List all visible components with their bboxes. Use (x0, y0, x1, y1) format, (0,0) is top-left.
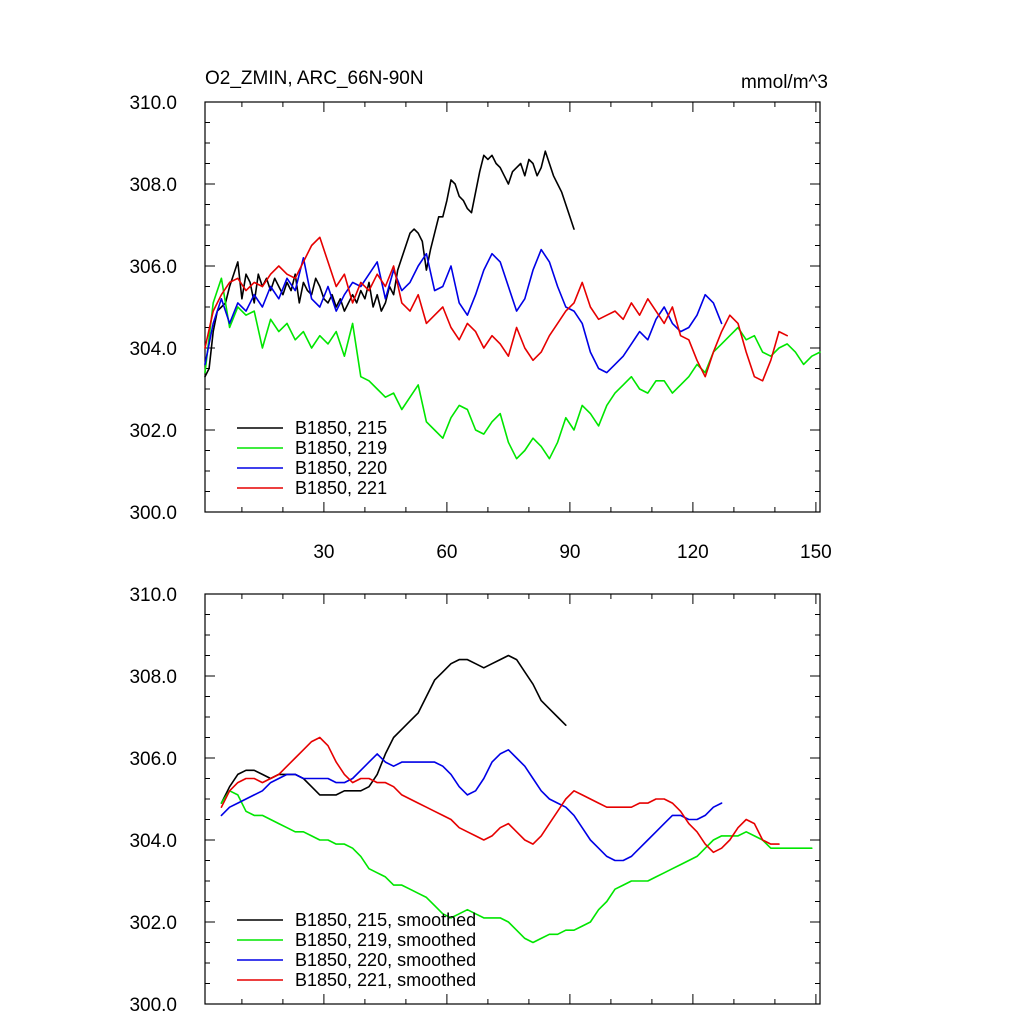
legend-label: B1850, 221 (295, 478, 387, 498)
y-tick-label: 306.0 (129, 749, 177, 770)
top-panel: O2_ZMIN, ARC_66N-90N mmol/m^3 300.0 302.0… (129, 68, 831, 563)
legend-label: B1850, 220, smoothed (295, 950, 476, 970)
series-line (220, 736, 780, 854)
x-tick-label: 150 (800, 542, 832, 563)
series-line (204, 248, 723, 374)
series-line (204, 277, 821, 460)
y-tick-label: 300.0 (129, 503, 177, 524)
chart-title: O2_ZMIN, ARC_66N-90N (205, 68, 424, 89)
series-line (204, 150, 575, 378)
x-tick-label: 120 (677, 542, 709, 563)
series-line (220, 748, 723, 862)
legend-label: B1850, 220 (295, 458, 387, 478)
y-tick-label: 304.0 (129, 831, 177, 852)
y-tick-label: 310.0 (129, 93, 177, 114)
y-tick-label: 304.0 (129, 339, 177, 360)
series-line (220, 789, 813, 944)
y-tick-label: 300.0 (129, 995, 177, 1016)
x-tick-label: 90 (559, 542, 580, 563)
y-tick-label: 302.0 (129, 913, 177, 934)
y-tick-label: 308.0 (129, 175, 177, 196)
legend-label: B1850, 219, smoothed (295, 930, 476, 950)
legend-label: B1850, 215, smoothed (295, 910, 476, 930)
units-label: mmol/m^3 (741, 72, 828, 93)
legend-label: B1850, 219 (295, 438, 387, 458)
series-line (204, 236, 789, 382)
y-tick-label: 302.0 (129, 421, 177, 442)
x-tick-label: 30 (313, 542, 334, 563)
y-tick-label: 310.0 (129, 585, 177, 606)
legend-label: B1850, 215 (295, 418, 387, 438)
x-tick-label: 60 (436, 542, 457, 563)
bottom-panel: 300.0 302.0 304.0 306.0 308.0 310.0 B1850, 215… (129, 585, 821, 1016)
y-tick-label: 306.0 (129, 257, 177, 278)
legend-label: B1850, 221, smoothed (295, 970, 476, 990)
y-tick-label: 308.0 (129, 667, 177, 688)
